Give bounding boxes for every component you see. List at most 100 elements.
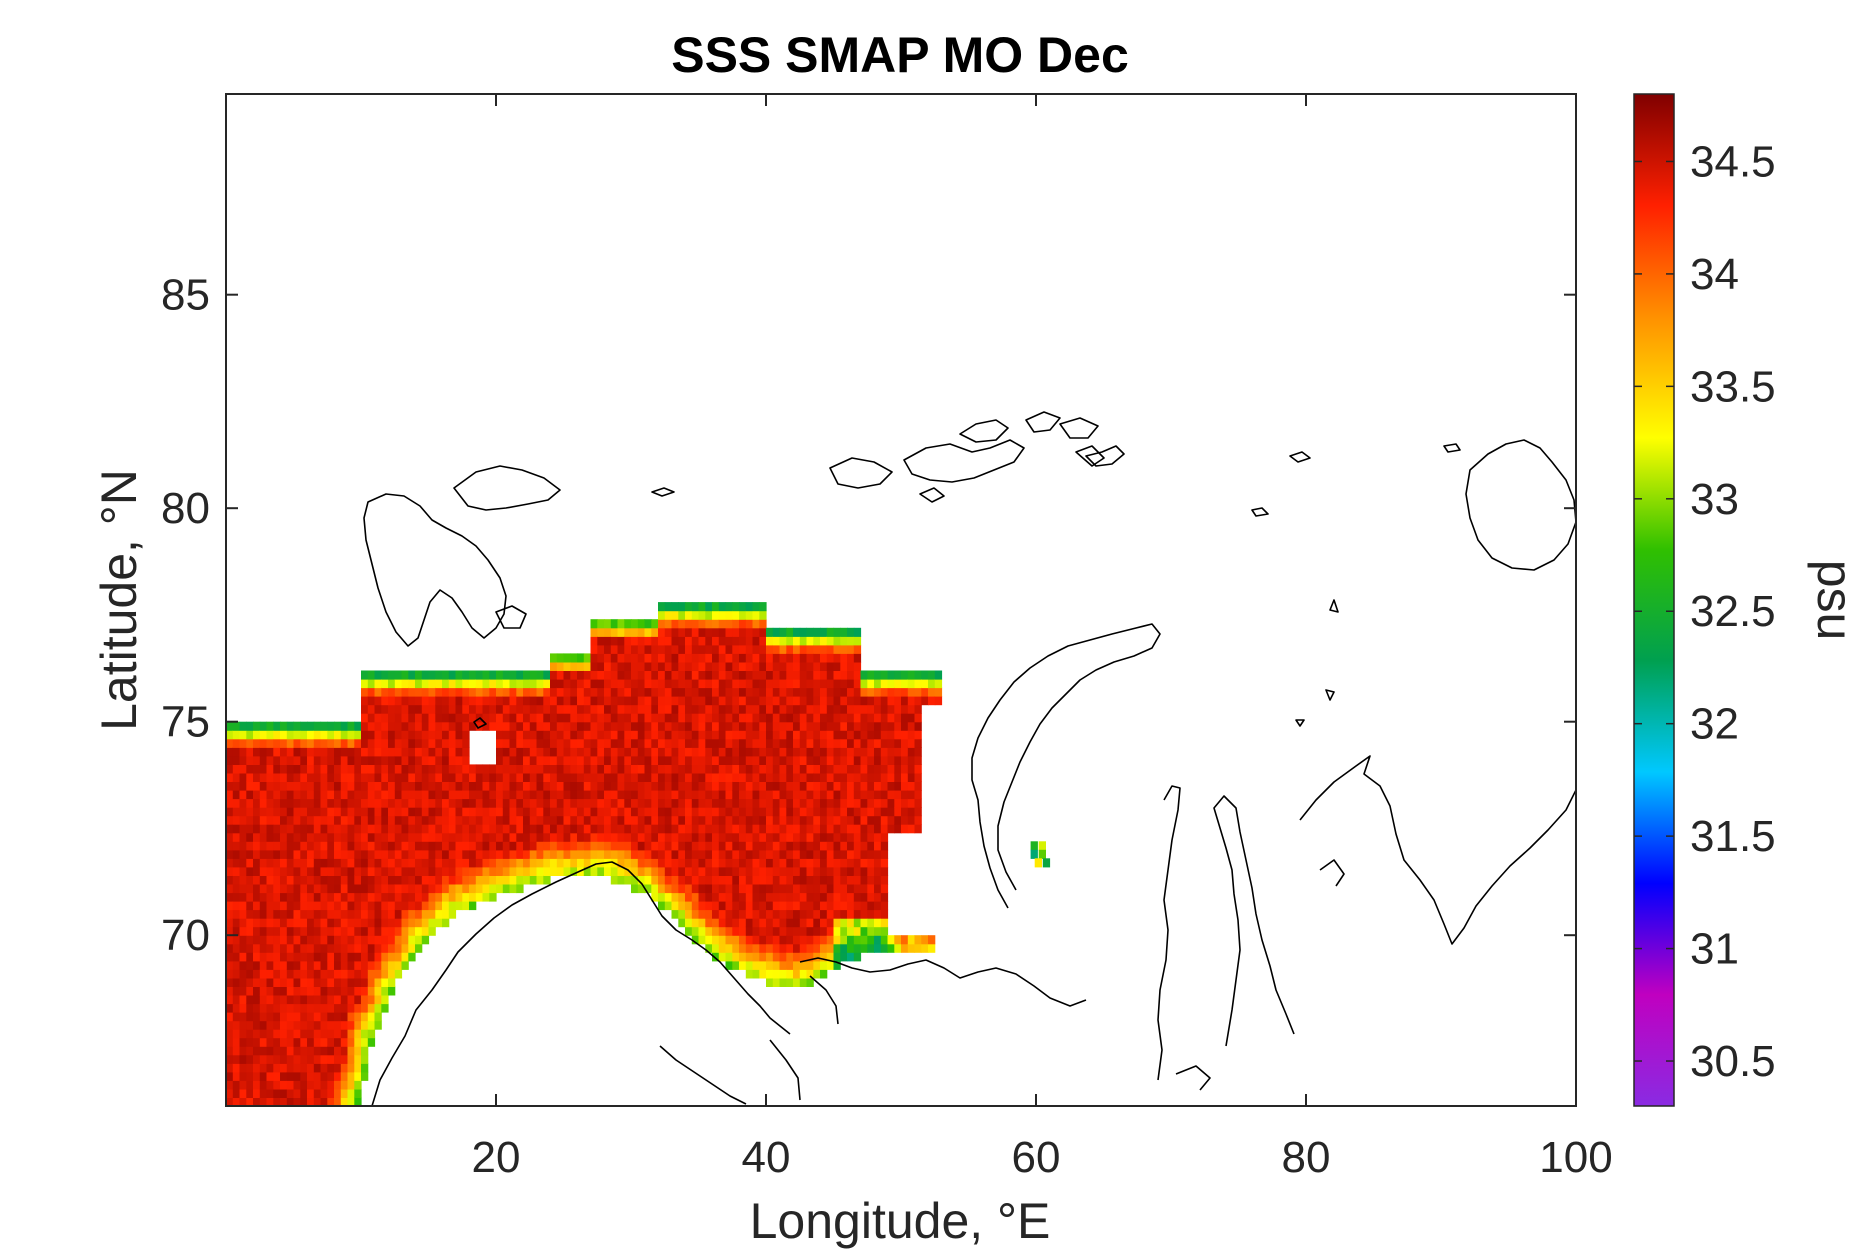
salinity-cell [428, 738, 436, 748]
salinity-cell [253, 977, 261, 987]
salinity-cell [853, 909, 862, 919]
salinity-cell [226, 858, 234, 868]
salinity-cell [570, 721, 578, 731]
salinity-cell [624, 815, 632, 825]
salinity-cell [354, 1080, 362, 1090]
salinity-cell [516, 755, 524, 765]
salinity-cell [300, 1054, 308, 1064]
salinity-cell [894, 687, 902, 697]
salinity-cell [226, 1020, 234, 1030]
salinity-cell [313, 1063, 322, 1073]
salinity-cell [752, 909, 760, 919]
salinity-cell [820, 892, 828, 902]
salinity-cell [496, 858, 504, 868]
salinity-cell [421, 918, 430, 928]
salinity-cell [678, 713, 686, 723]
salinity-cell [853, 901, 862, 911]
salinity-cell [631, 713, 639, 723]
salinity-cell [928, 687, 936, 697]
salinity-cell [293, 781, 301, 791]
salinity-cell [772, 738, 781, 748]
salinity-cell [442, 807, 450, 817]
salinity-cell [813, 747, 821, 757]
salinity-cell [928, 679, 936, 689]
salinity-cell [799, 764, 808, 774]
salinity-cell [577, 670, 585, 680]
salinity-cell [300, 815, 308, 825]
salinity-cell [610, 781, 619, 791]
salinity-cell [664, 849, 673, 859]
salinity-cell [637, 884, 646, 894]
salinity-cell [874, 730, 882, 740]
salinity-cell [455, 798, 463, 808]
salinity-cell [421, 841, 430, 851]
salinity-cell [448, 815, 457, 825]
salinity-cell [226, 926, 234, 936]
salinity-cell [705, 790, 713, 800]
salinity-cell [408, 884, 416, 894]
salinity-cell [826, 747, 835, 757]
salinity-cell [354, 841, 362, 851]
salinity-cell [367, 679, 376, 689]
salinity-cell [847, 696, 855, 706]
salinity-cell [766, 790, 774, 800]
salinity-cell [327, 952, 335, 962]
salinity-cell [307, 901, 315, 911]
salinity-cell [739, 841, 747, 851]
salinity-cell [388, 670, 396, 680]
salinity-cell [894, 730, 902, 740]
salinity-cell [320, 995, 328, 1005]
salinity-cell [705, 644, 713, 654]
salinity-cell [894, 935, 902, 945]
salinity-cell [361, 790, 369, 800]
salinity-cell [259, 977, 268, 987]
salinity-cell [685, 866, 693, 876]
salinity-cell [860, 738, 868, 748]
salinity-cell [280, 772, 288, 782]
salinity-cell [421, 926, 430, 936]
x-axis-label: Longitude, °E [750, 1193, 1051, 1249]
salinity-cell [779, 661, 787, 671]
salinity-cell [786, 909, 794, 919]
salinity-cell [772, 849, 781, 859]
salinity-cell [786, 832, 794, 842]
salinity-cell [786, 935, 794, 945]
salinity-cell [691, 815, 700, 825]
salinity-cell [536, 841, 544, 851]
salinity-cell [725, 824, 733, 834]
salinity-cell [658, 610, 666, 620]
salinity-cell [712, 909, 720, 919]
salinity-cell [793, 730, 801, 740]
salinity-cell [239, 943, 247, 953]
salinity-cell [253, 1003, 261, 1013]
salinity-cell [759, 713, 767, 723]
salinity-cell [644, 832, 652, 842]
salinity-cell [313, 918, 322, 928]
salinity-cell [367, 781, 376, 791]
salinity-cell [266, 918, 274, 928]
salinity-cell [847, 738, 855, 748]
salinity-cell [334, 977, 342, 987]
salinity-cell [361, 696, 369, 706]
salinity-cell [266, 995, 274, 1005]
salinity-cell [367, 858, 376, 868]
salinity-cell [901, 721, 909, 731]
salinity-cell [637, 644, 646, 654]
salinity-cell [793, 790, 801, 800]
salinity-cell [907, 798, 916, 808]
salinity-cell [286, 730, 295, 740]
salinity-cell [320, 918, 328, 928]
salinity-cell [847, 884, 855, 894]
salinity-cell [725, 918, 733, 928]
coastline-novaya-zemlya [971, 623, 1161, 909]
salinity-cell [705, 772, 713, 782]
salinity-cell [367, 755, 376, 765]
salinity-cell [725, 687, 733, 697]
salinity-cell [401, 764, 409, 774]
salinity-cell [435, 858, 443, 868]
salinity-cell [266, 1003, 274, 1013]
salinity-cell [826, 738, 835, 748]
salinity-cell [523, 670, 531, 680]
salinity-cell [732, 909, 740, 919]
salinity-cell [732, 841, 740, 851]
